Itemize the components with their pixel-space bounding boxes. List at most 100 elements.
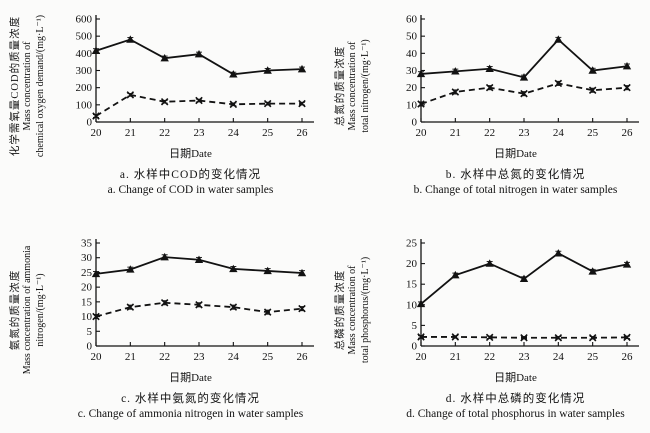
x-tick-label: 26 <box>621 351 633 363</box>
chart-d-plot: 0 5 10 15 20 25 20 21 22 23 24 25 26 <box>406 238 639 363</box>
y-tick-label: 500 <box>75 31 92 43</box>
caption-en: c. Change of ammonia nitrogen in water s… <box>77 408 304 420</box>
x-marker <box>519 333 528 342</box>
x-marker <box>519 89 528 98</box>
y-tick-label: 5 <box>86 326 92 338</box>
triangle-marker <box>553 35 563 43</box>
y-tick-label: 0 <box>86 341 92 353</box>
y-tick-label: 30 <box>81 252 93 264</box>
y-axis-label-en2: total phosphorus/(mg·L⁻¹) <box>359 256 371 364</box>
x-marker <box>160 97 168 106</box>
y-axis-label-en1: Mass concentration of <box>347 265 359 355</box>
y-tick-label: 15 <box>406 279 418 291</box>
x-tick-label: 24 <box>227 127 239 139</box>
x-marker <box>554 333 562 342</box>
caption-en: d. Change of total phosphorus in water s… <box>406 408 625 420</box>
x-tick-label: 20 <box>415 127 427 139</box>
x-tick-label: 26 <box>296 351 308 363</box>
x-marker <box>622 333 631 342</box>
triangle-marker <box>622 62 631 70</box>
x-axis-label: 日期Date <box>169 372 212 384</box>
x-tick-label: 21 <box>449 127 460 139</box>
chart-panel-c: 氨氮的质量浓度 Mass concentration of ammonia ni… <box>0 216 325 433</box>
triangle-marker <box>450 270 460 279</box>
y-axis-label-en2: total nitrogen/(mg·L⁻¹) <box>359 39 371 133</box>
y-tick-label: 60 <box>406 14 418 26</box>
caption-cn: c. 水样中氨氮的变化情况 <box>121 393 260 405</box>
x-marker <box>416 333 425 341</box>
y-tick-label: 100 <box>75 99 92 111</box>
y-axis-label-b: 总氮的质量浓度 Mass concentration of total nitr… <box>325 12 381 160</box>
x-tick-label: 23 <box>518 127 530 139</box>
y-axis-label-cn: 化学需氧量COD的质量浓度 <box>9 15 21 157</box>
triangle-marker <box>194 255 203 263</box>
x-marker <box>126 91 134 99</box>
y-tick-label: 600 <box>75 14 92 26</box>
x-tick-label: 24 <box>552 351 564 363</box>
triangle-marker <box>484 259 494 267</box>
triangle-marker <box>159 53 169 62</box>
x-tick-label: 26 <box>296 127 308 139</box>
y-axis-label-en2: nitrogen/(mg·L⁻¹) <box>34 273 46 347</box>
x-marker <box>263 308 271 316</box>
y-tick-label: 10 <box>81 311 93 323</box>
triangle-marker <box>450 67 460 75</box>
triangle-marker <box>587 66 597 74</box>
x-tick-label: 23 <box>193 127 205 139</box>
x-marker <box>485 83 493 92</box>
y-axis-label-a: 化学需氧量COD的质量浓度 Mass concentration of chem… <box>0 12 56 160</box>
y-tick-label: 10 <box>406 99 418 111</box>
x-tick-label: 25 <box>262 127 274 139</box>
triangle-marker <box>228 70 238 78</box>
y-axis-label-cn: 总磷的质量浓度 <box>334 269 346 351</box>
y-tick-label: 0 <box>86 117 92 129</box>
x-marker <box>588 333 596 342</box>
triangle-marker <box>194 49 203 58</box>
x-tick-label: 20 <box>90 127 102 139</box>
y-tick-label: 200 <box>75 82 92 94</box>
x-marker <box>91 312 100 321</box>
x-marker <box>297 304 306 313</box>
x-tick-label: 21 <box>449 351 460 363</box>
triangle-marker <box>297 64 306 73</box>
x-marker <box>229 100 237 109</box>
x-tick-label: 23 <box>518 351 530 363</box>
triangle-marker <box>297 268 306 277</box>
y-tick-label: 10 <box>406 299 418 311</box>
triangle-marker <box>553 249 563 257</box>
x-tick-label: 22 <box>159 127 170 139</box>
caption-cn: a. 水样中COD的变化情况 <box>119 169 262 181</box>
x-tick-label: 22 <box>159 351 170 363</box>
x-marker <box>194 301 203 309</box>
y-axis-label-c: 氨氮的质量浓度 Mass concentration of ammonia ni… <box>0 236 56 384</box>
x-axis-label: 日期Date <box>169 148 212 160</box>
y-tick-label: 25 <box>406 238 418 250</box>
x-tick-label: 23 <box>193 351 205 363</box>
chart-a-plot: 0 100 200 300 400 500 600 20 21 22 23 24 25 26 <box>75 14 314 139</box>
series-line-0 <box>420 38 627 79</box>
x-marker <box>588 86 596 95</box>
x-marker <box>451 333 459 341</box>
x-tick-label: 21 <box>124 351 135 363</box>
caption-cn: d. 水样中总磷的变化情况 <box>445 393 586 405</box>
x-axis-label: 日期Date <box>494 372 537 384</box>
chart-b-plot: 0 10 20 30 40 50 60 20 21 22 23 24 25 26 <box>406 14 639 139</box>
y-tick-label: 5 <box>411 320 417 332</box>
x-tick-label: 25 <box>587 351 599 363</box>
y-tick-label: 300 <box>75 65 92 77</box>
y-tick-label: 20 <box>406 82 418 94</box>
chart-panel-d: 总磷的质量浓度 Mass concentration of total phos… <box>325 216 650 433</box>
x-tick-label: 26 <box>621 127 633 139</box>
x-tick-label: 20 <box>90 351 102 363</box>
triangle-marker <box>484 64 494 72</box>
x-axis-label: 日期Date <box>494 148 537 160</box>
x-marker <box>622 83 631 92</box>
chart-panel-a: 化学需氧量COD的质量浓度 Mass concentration of chem… <box>0 0 325 216</box>
x-tick-label: 22 <box>484 127 495 139</box>
y-axis-label-cn: 氨氮的质量浓度 <box>9 269 21 351</box>
y-axis-label-en1: Mass concentration of ammonia <box>22 245 34 375</box>
x-tick-label: 20 <box>415 351 427 363</box>
x-marker <box>451 88 459 96</box>
triangle-marker <box>587 267 597 275</box>
